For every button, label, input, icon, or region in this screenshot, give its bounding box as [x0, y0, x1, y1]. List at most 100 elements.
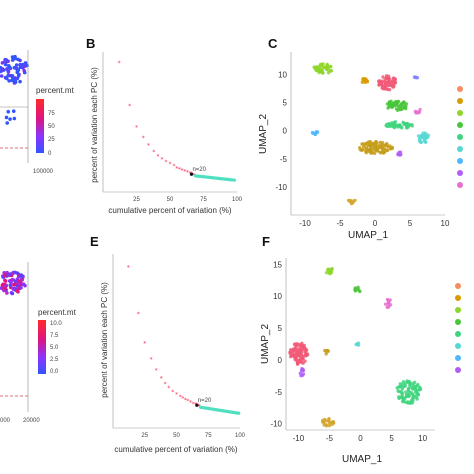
panel-a-xtick: 100000: [33, 169, 54, 175]
cell-point: [8, 283, 13, 288]
pc-point: *: [143, 341, 146, 348]
cell-point: [18, 79, 22, 84]
cell-point: [419, 140, 424, 145]
x-tick-label: 10: [441, 219, 450, 228]
cell-point: [11, 286, 16, 291]
pc-point: *: [160, 157, 163, 164]
cell-point: [415, 397, 419, 401]
cell-point: [387, 122, 391, 126]
panel-d-colorbar: [38, 320, 46, 374]
legend-swatch: [455, 307, 461, 313]
cell-point: [385, 87, 390, 92]
cell-point: [391, 79, 395, 84]
cell-point: [297, 342, 301, 347]
cell-point: [411, 384, 416, 388]
cell-point: [15, 271, 20, 275]
cell-point: [289, 353, 294, 358]
cell-point: [385, 305, 389, 309]
cell-point: [328, 69, 333, 73]
panel-e-ylabel: percent of variation each PC (%): [100, 282, 109, 398]
cell-point: [6, 109, 11, 114]
cell-point: [16, 57, 20, 62]
pc-point: *: [152, 149, 155, 156]
cell-point: [415, 76, 420, 80]
pc-point: *: [135, 124, 138, 131]
panel-d-legend-tick: 7.5: [50, 333, 59, 339]
cell-point: [387, 77, 392, 81]
pc-point: *: [164, 159, 167, 166]
cell-point: [401, 382, 405, 387]
cell-point: [22, 68, 27, 73]
pc-point: *: [186, 398, 189, 405]
cell-point: [412, 380, 417, 385]
cell-point: [349, 201, 354, 206]
cell-point: [301, 368, 305, 372]
cell-point: [315, 130, 319, 135]
x-tick-label: 0: [373, 219, 378, 228]
cell-point: [5, 121, 10, 125]
pc-point: *: [150, 357, 153, 364]
cell-point: [324, 270, 329, 275]
panel-a-points: [0, 54, 29, 125]
panel-d: 000 20000 percent.mt 10.0 7.5 5.0 2.5 0.…: [0, 262, 77, 424]
pc-point: *: [128, 103, 131, 110]
cell-point: [301, 361, 305, 365]
panel-d-xtick-left: 000: [0, 418, 11, 424]
cell-point: [389, 99, 393, 103]
panel-b: B percent of variation each PC (%) cumul…: [86, 36, 243, 215]
cell-point: [410, 392, 415, 396]
y-tick-label: 5: [278, 324, 283, 333]
x-tick-label: 5: [389, 434, 394, 443]
cell-point: [379, 144, 384, 148]
cell-point: [326, 348, 330, 353]
cell-point: [0, 65, 3, 70]
cutoff-marker: [195, 403, 199, 407]
x-tick-label: -5: [336, 219, 344, 228]
cell-point: [368, 147, 373, 152]
x-tick-label: 25: [133, 197, 140, 203]
cell-point: [401, 120, 405, 125]
cell-point: [0, 74, 4, 78]
cell-point: [23, 61, 28, 65]
cell-point: [10, 58, 15, 62]
legend-swatch: [457, 158, 463, 164]
panel-b-xlabel: cumulative percent of variation (%): [108, 206, 232, 215]
y-tick-label: -10: [275, 183, 287, 192]
panel-d-legend-tick: 2.5: [50, 357, 59, 363]
cell-point: [3, 274, 7, 278]
cell-point: [391, 122, 396, 126]
cell-point: [418, 387, 423, 391]
panel-d-xtick: 20000: [23, 418, 40, 424]
cell-point: [412, 75, 417, 79]
pc-point: *: [175, 392, 178, 399]
cell-point: [361, 78, 365, 82]
cell-point: [300, 341, 304, 346]
cell-point: [423, 137, 427, 141]
cell-point: [372, 144, 377, 148]
cell-point: [378, 151, 383, 155]
cell-point: [6, 69, 10, 74]
cell-point: [20, 278, 25, 282]
panel-c-ticks: -10 -5 0 5 10 10 5 0 -5 -10: [275, 70, 450, 228]
panel-f: F UMAP_2 UMAP_1 -10 -5 0 5 10 15 10 5 0 -5 -10: [260, 234, 461, 465]
pc-point: *: [178, 166, 181, 173]
panel-f-letter: F: [262, 234, 270, 249]
cell-point: [297, 346, 302, 351]
cell-point: [314, 66, 319, 70]
cell-point: [385, 148, 390, 153]
pc-point: *: [118, 60, 121, 67]
x-tick-label: 75: [200, 197, 207, 203]
cell-point: [424, 132, 428, 136]
cell-point: [14, 63, 19, 67]
cell-point: [5, 291, 9, 295]
cell-point: [0, 61, 5, 65]
panel-e-points: ********************n=20: [127, 264, 241, 415]
pc-point: *: [181, 396, 184, 403]
cell-point: [8, 272, 13, 276]
cell-point: [292, 342, 297, 347]
cell-point: [396, 100, 400, 104]
panel-a-legend-tick: 50: [48, 124, 55, 130]
pc-point: *: [184, 397, 187, 404]
panel-a: 100000 percent.mt 75 50 25 0: [0, 50, 75, 175]
panel-a-legend-title: percent.mt: [36, 86, 75, 95]
